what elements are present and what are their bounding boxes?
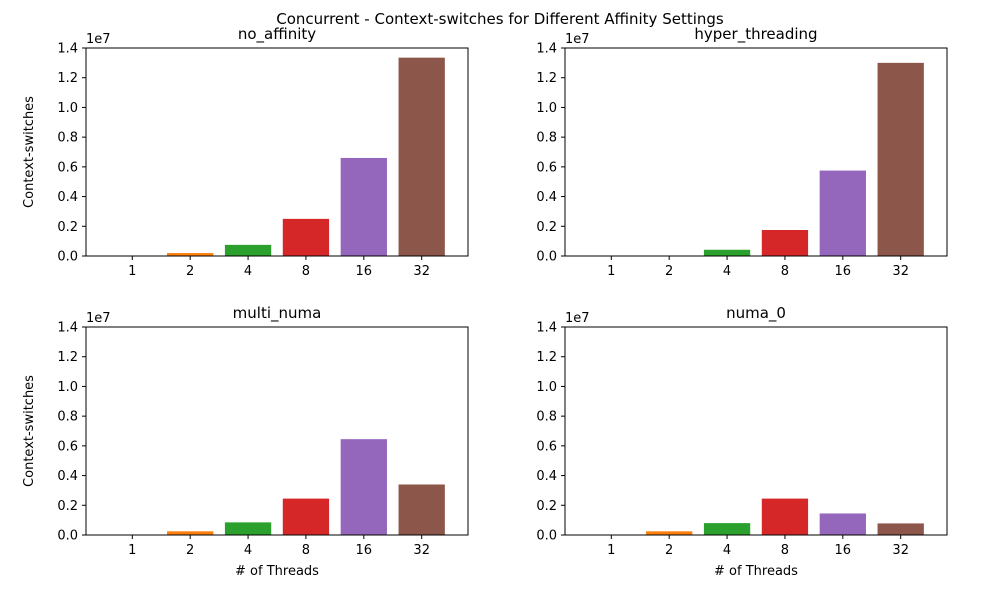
y-tick-label: 0.0 <box>536 529 557 544</box>
y-offset-label: 1e7 <box>86 311 111 326</box>
x-tick-label: 16 <box>356 543 373 558</box>
y-tick-label: 0.4 <box>57 190 78 205</box>
x-axis-label: # of Threads <box>714 564 798 579</box>
y-tick-label: 1.2 <box>536 350 557 365</box>
x-tick-label: 16 <box>835 543 852 558</box>
x-axis-label: # of Threads <box>235 564 319 579</box>
chart-panel-multi_numa: multi_numa 1 2 4 8 16 32 0.0 0.2 0.4 0.6 0.8 1.0 1.2 1… <box>22 304 469 579</box>
x-tick-label: 2 <box>665 543 673 558</box>
y-tick-label: 0.0 <box>536 250 557 265</box>
x-tick-label: 32 <box>413 543 430 558</box>
y-tick-label: 0.6 <box>536 160 557 175</box>
x-tick-label: 4 <box>244 543 252 558</box>
y-axis-label: Context-switches <box>22 96 37 208</box>
chart-panel-hyper_threading: hyper_threading 1 2 4 8 16 32 0.0 0.2 0.4 0.6 0.8 1.… <box>536 25 948 279</box>
y-tick-label: 0.6 <box>536 439 557 454</box>
bar-2 <box>167 531 214 535</box>
plot-frame <box>564 326 948 536</box>
x-tick-label: 16 <box>356 264 373 279</box>
x-tick-label: 32 <box>892 543 909 558</box>
y-tick-label: 1.4 <box>57 321 78 336</box>
panel-title: no_affinity <box>238 25 316 44</box>
y-tick-label: 0.6 <box>57 160 78 175</box>
x-tick-label: 4 <box>723 543 731 558</box>
chart-panel-no_affinity: no_affinity 1 2 4 8 16 32 0.0 0.2 0.4 0.6 0.8 1.0 1.2… <box>22 25 469 279</box>
panel-title: multi_numa <box>233 304 322 323</box>
y-tick-label: 0.2 <box>57 499 78 514</box>
y-tick-label: 0.8 <box>536 131 557 146</box>
chart-panel-numa_0: numa_0 1 2 4 8 16 32 0.0 0.2 0.4 0.6 0.8 1.0 1.2 1.4 1e… <box>536 304 948 579</box>
y-tick-label: 1.2 <box>57 71 78 86</box>
y-tick-label: 0.8 <box>536 410 557 425</box>
y-tick-label: 1.4 <box>57 42 78 57</box>
y-tick-label: 1.0 <box>536 380 557 395</box>
y-tick-label: 1.0 <box>57 101 78 116</box>
x-tick-label: 2 <box>186 264 194 279</box>
x-tick-label: 32 <box>892 264 909 279</box>
y-tick-label: 1.4 <box>536 321 557 336</box>
bar-8 <box>761 498 809 535</box>
y-tick-label: 0.0 <box>57 529 78 544</box>
bar-16 <box>819 170 866 256</box>
bar-16 <box>340 157 387 256</box>
x-tick-label: 8 <box>781 264 789 279</box>
figure-title: Concurrent - Context-switches for Differ… <box>276 10 724 28</box>
y-tick-label: 0.8 <box>57 131 78 146</box>
y-tick-label: 1.0 <box>536 101 557 116</box>
bar-4 <box>703 523 751 535</box>
x-tick-label: 8 <box>302 543 310 558</box>
x-tick-label: 1 <box>128 543 136 558</box>
x-tick-label: 1 <box>607 543 615 558</box>
y-offset-label: 1e7 <box>86 32 111 47</box>
bar-32 <box>877 62 924 256</box>
y-tick-label: 0.2 <box>536 220 557 235</box>
x-tick-label: 1 <box>607 264 615 279</box>
y-tick-label: 0.8 <box>57 410 78 425</box>
y-tick-label: 1.2 <box>57 350 78 365</box>
y-tick-label: 0.2 <box>57 220 78 235</box>
chart-panels: no_affinity 1 2 4 8 16 32 0.0 0.2 0.4 0.6 0.8 1.0 1.2… <box>22 25 948 579</box>
bar-8 <box>282 498 330 535</box>
x-tick-label: 32 <box>413 264 430 279</box>
panel-title: numa_0 <box>726 304 786 323</box>
plot-frame <box>85 326 469 536</box>
bar-2 <box>646 531 693 535</box>
y-tick-label: 0.2 <box>536 499 557 514</box>
bar-8 <box>282 218 330 256</box>
y-axis-label: Context-switches <box>22 375 37 487</box>
y-tick-label: 0.0 <box>57 250 78 265</box>
panel-title: hyper_threading <box>694 25 817 44</box>
x-tick-label: 1 <box>128 264 136 279</box>
y-tick-label: 0.4 <box>57 469 78 484</box>
bar-4 <box>224 244 272 256</box>
y-tick-label: 1.2 <box>536 71 557 86</box>
bar-2 <box>167 253 214 256</box>
bar-32 <box>877 523 924 535</box>
bar-16 <box>340 439 387 535</box>
plot-frame <box>564 47 948 257</box>
y-tick-label: 1.0 <box>57 380 78 395</box>
bar-32 <box>398 484 445 535</box>
x-tick-label: 16 <box>835 264 852 279</box>
bar-16 <box>819 513 866 535</box>
y-tick-label: 0.4 <box>536 469 557 484</box>
bar-4 <box>224 522 272 535</box>
x-tick-label: 8 <box>781 543 789 558</box>
y-tick-label: 0.4 <box>536 190 557 205</box>
x-tick-label: 2 <box>665 264 673 279</box>
bar-4 <box>703 249 751 256</box>
bar-8 <box>761 230 809 256</box>
x-tick-label: 2 <box>186 543 194 558</box>
bar-32 <box>398 57 445 256</box>
y-offset-label: 1e7 <box>565 311 590 326</box>
x-tick-label: 4 <box>244 264 252 279</box>
x-tick-label: 8 <box>302 264 310 279</box>
x-tick-label: 4 <box>723 264 731 279</box>
y-tick-label: 1.4 <box>536 42 557 57</box>
y-tick-label: 0.6 <box>57 439 78 454</box>
plot-frame <box>85 47 469 257</box>
y-offset-label: 1e7 <box>565 32 590 47</box>
